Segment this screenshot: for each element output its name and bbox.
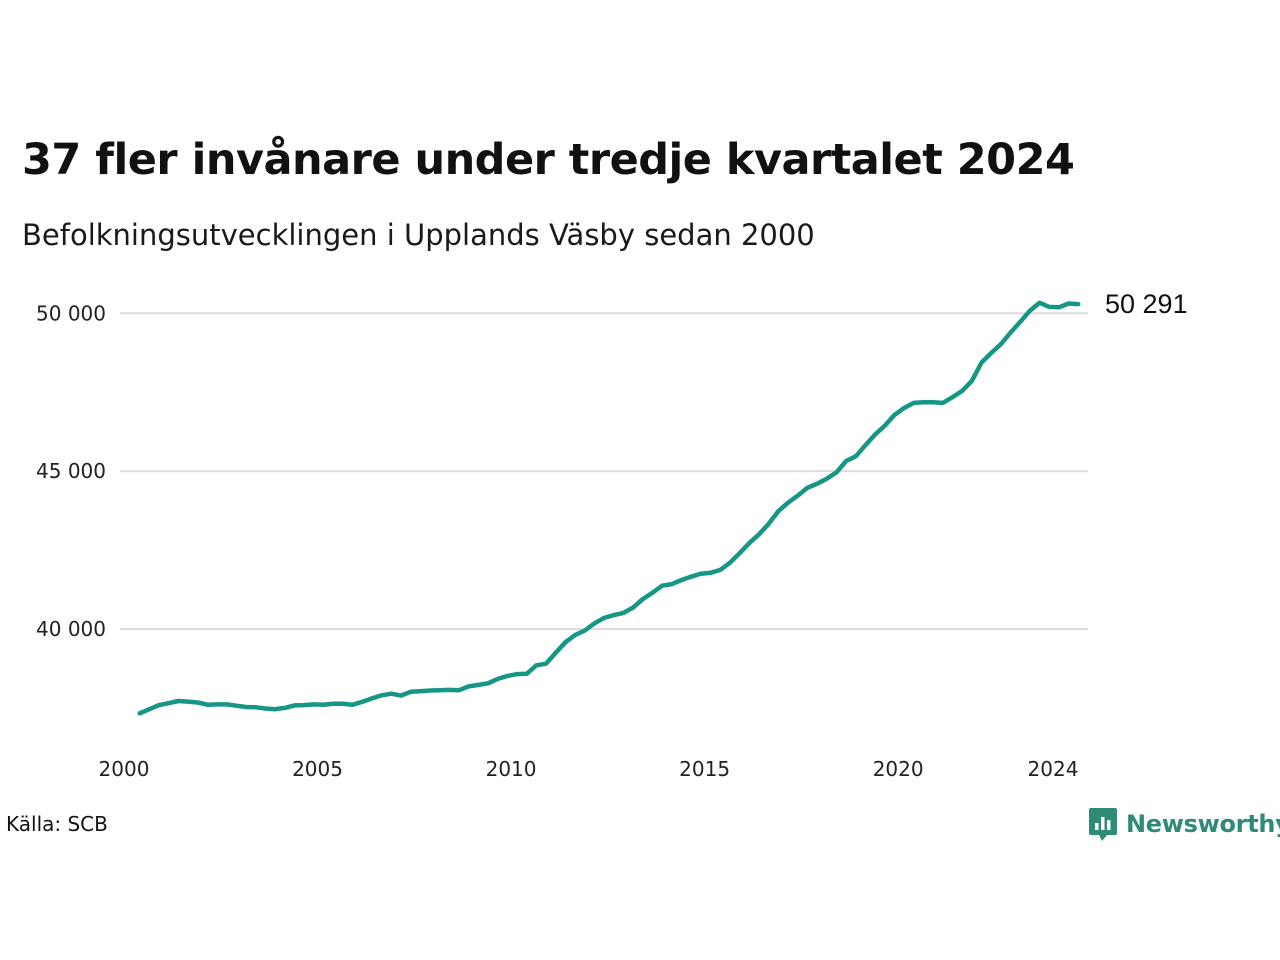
brand-logo[interactable]: Newsworthy — [1088, 804, 1280, 844]
x-tick-label: 2020 — [873, 757, 924, 781]
x-tick-label: 2005 — [292, 757, 343, 781]
y-tick-label: 40 000 — [36, 617, 106, 641]
source-note: Källa: SCB — [6, 812, 108, 836]
x-tick-label: 2000 — [99, 757, 150, 781]
y-tick-label: 45 000 — [36, 459, 106, 483]
x-tick-label: 2024 — [1028, 757, 1079, 781]
y-tick-label: 50 000 — [36, 301, 106, 325]
end-value-label: 50 291 — [1105, 289, 1188, 319]
x-tick-label: 2015 — [679, 757, 730, 781]
chart-subtitle: Befolkningsutvecklingen i Upplands Väsby… — [22, 218, 815, 252]
brand-name: Newsworthy — [1126, 810, 1280, 838]
series-line — [137, 300, 1081, 716]
x-tick-label: 2010 — [486, 757, 537, 781]
annotations: 50 291 — [1105, 289, 1188, 319]
y-axis-ticks: 40 000 45 000 50 000 — [36, 301, 106, 641]
series — [137, 300, 1081, 716]
chart-title: 37 fler invånare under tredje kvartalet … — [22, 135, 1075, 185]
gridlines — [120, 312, 1088, 630]
newsworthy-logo-icon — [1089, 808, 1117, 841]
x-axis-ticks: 2000 2005 2010 2015 2020 2024 — [99, 757, 1079, 781]
